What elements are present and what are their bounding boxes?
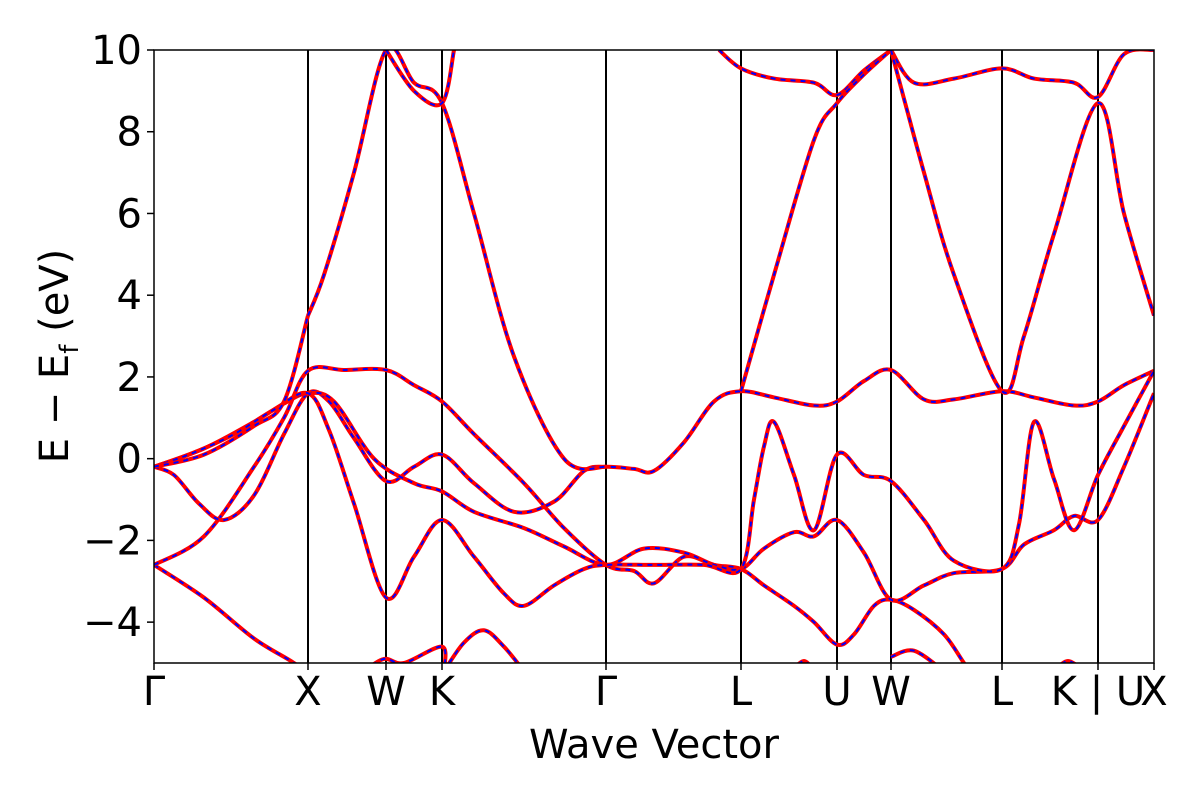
x-tick-label: L (991, 669, 1014, 715)
plot-frame (153, 49, 1155, 664)
high-symmetry-lines (307, 50, 1099, 663)
band-2-dashed (154, 366, 966, 663)
band-7-dashed (154, 315, 309, 468)
y-axis-label: E − Ef (eV) (32, 249, 85, 464)
x-tick-label: K (429, 669, 457, 715)
x-tick-label: X (294, 669, 321, 715)
plot-background (154, 50, 1154, 663)
band-11-dashed (890, 50, 1154, 99)
x-tick-label: U (822, 669, 851, 715)
y-tick-label: 0 (117, 437, 142, 483)
x-tick-label: W (366, 669, 406, 715)
y-tick-label: 8 (117, 110, 142, 156)
band-12-dashed (890, 50, 1154, 394)
y-tick-label: −2 (83, 518, 142, 564)
x-tick-label: Γ (143, 669, 166, 715)
band-15-line (796, 659, 811, 663)
y-tick-label: 6 (117, 191, 142, 237)
y-tick-label: 4 (117, 273, 142, 319)
band-9-dashed (718, 50, 892, 97)
band-4-dashed (154, 391, 1154, 602)
band-17-line (1059, 659, 1077, 663)
x-tick-label: W (871, 669, 911, 715)
x-tick-label: Γ (595, 669, 618, 715)
y-axis-ticks: −4 −2 0 2 4 6 8 10 (83, 28, 154, 646)
band-16-dashed (890, 649, 936, 663)
band-6-dashed (307, 50, 607, 471)
x-tick-label: X (1140, 669, 1167, 715)
x-axis-label: Wave Vector (529, 722, 780, 768)
band-8-dashed (385, 50, 455, 107)
y-tick-label: 2 (117, 355, 142, 401)
y-tick-label: 10 (91, 28, 142, 74)
band-13-dashed (448, 629, 519, 663)
y-axis-label-unit: (eV) (32, 249, 78, 345)
x-tick-label: K | U (1051, 669, 1145, 715)
band-1-dashed (154, 564, 296, 663)
y-axis-label-main: E − E (32, 354, 78, 464)
band-10-dashed (740, 50, 892, 392)
band-lines (154, 50, 1154, 663)
band-5-dashed (154, 370, 1154, 607)
band-14-dashed (373, 645, 447, 663)
band-3-dashed (154, 368, 1154, 522)
y-tick-label: −4 (83, 600, 142, 646)
x-tick-label: L (730, 669, 753, 715)
y-axis-label-subscript: f (55, 344, 85, 354)
